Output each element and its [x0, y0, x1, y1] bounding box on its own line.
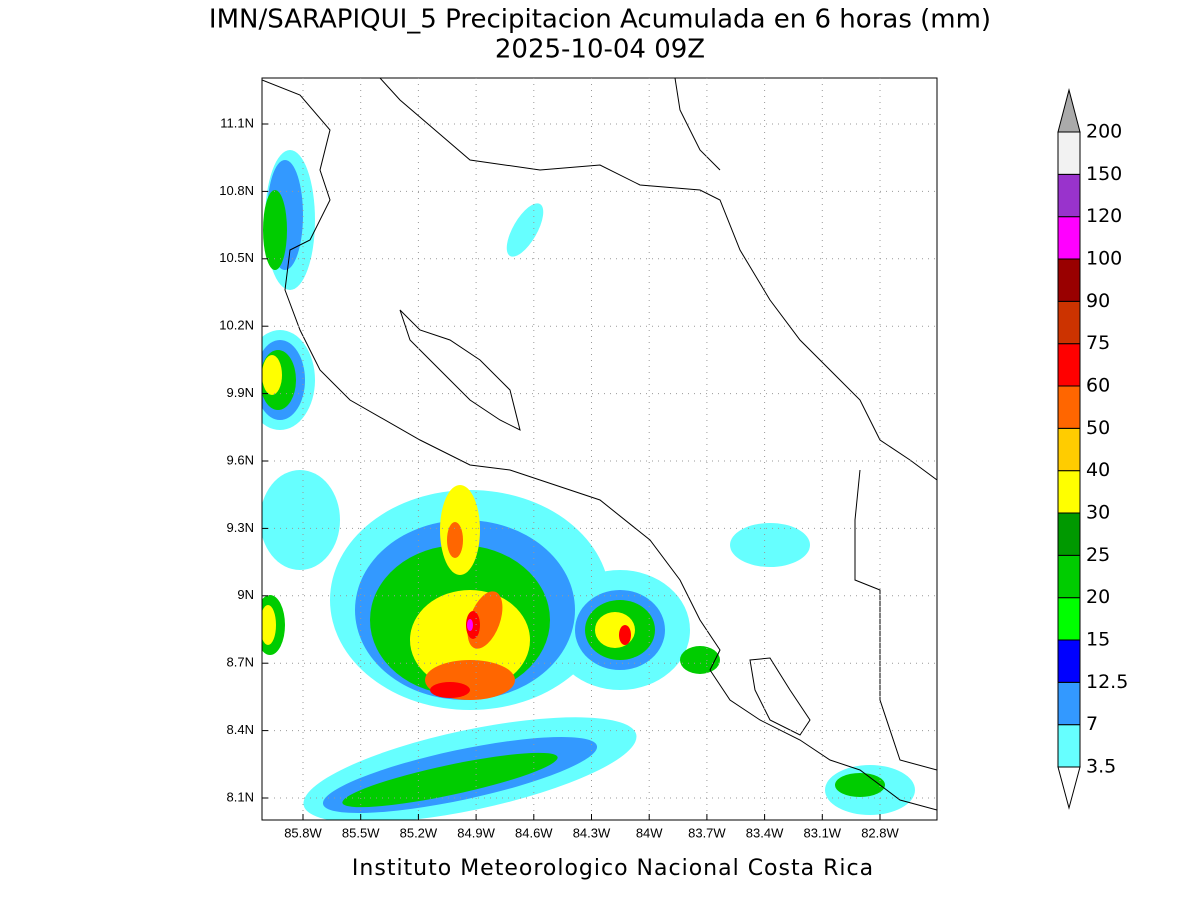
- lat-label: 10.2N: [219, 318, 254, 333]
- lat-label: 8.1N: [227, 789, 254, 804]
- colorbar-segment: [1057, 258, 1081, 302]
- colorbar-label: 100: [1086, 248, 1122, 270]
- lat-label: 9.3N: [227, 520, 254, 535]
- lat-label: 8.7N: [227, 655, 254, 670]
- colorbar-segment: [1057, 216, 1081, 260]
- lon-label: 84.9W: [457, 825, 495, 840]
- colorbar-label: 30: [1086, 502, 1110, 524]
- lon-label: 83.4W: [746, 825, 784, 840]
- colorbar-segment: [1057, 597, 1081, 641]
- lon-label: 82.8W: [861, 825, 899, 840]
- colorbar-label: 15: [1086, 629, 1110, 651]
- colorbar-label: 20: [1086, 586, 1110, 608]
- colorbar-segment: [1057, 681, 1081, 726]
- subtitle: 2025-10-04 09Z: [495, 35, 705, 65]
- colorbar-label: 120: [1086, 205, 1122, 227]
- colorbar-segment: [1057, 385, 1081, 429]
- lat-label: 8.4N: [227, 722, 254, 737]
- colorbar-label: 3.5: [1086, 756, 1116, 778]
- colorbar-label: 150: [1086, 163, 1122, 185]
- colorbar-segment: [1057, 300, 1081, 345]
- map-frame: [261, 77, 938, 821]
- lon-label: 84.3W: [573, 825, 611, 840]
- colorbar-segment: [1057, 724, 1081, 768]
- colorbar-segment: [1057, 343, 1081, 387]
- lon-label: 83.1W: [804, 825, 842, 840]
- lat-label: 9.9N: [227, 385, 254, 400]
- credit: Instituto Meteorologico Nacional Costa R…: [352, 856, 874, 881]
- lon-label: 83.7W: [688, 825, 726, 840]
- colorbar-label: 200: [1086, 121, 1122, 143]
- colorbar-below: [1057, 766, 1081, 810]
- lat-label: 11.1N: [220, 115, 254, 130]
- lat-label: 9N: [237, 587, 254, 602]
- lon-label: 84.6W: [515, 825, 553, 840]
- colorbar-label: 75: [1086, 332, 1110, 354]
- lon-label: 85.2W: [400, 825, 438, 840]
- colorbar-segment: [1057, 131, 1081, 175]
- lat-label: 10.8N: [219, 183, 254, 198]
- colorbar-label: 90: [1086, 290, 1110, 312]
- colorbar-label: 25: [1086, 544, 1110, 566]
- colorbar-segment: [1057, 173, 1081, 218]
- colorbar-segment: [1057, 427, 1081, 472]
- colorbar-label: 50: [1086, 417, 1110, 439]
- lon-label: 85.5W: [342, 825, 380, 840]
- lon-label: 84W: [636, 825, 663, 840]
- colorbar-label: 12.5: [1086, 671, 1128, 693]
- precip-field: [262, 150, 915, 820]
- colorbar-label: 60: [1086, 375, 1110, 397]
- lat-label: 9.6N: [227, 452, 254, 467]
- lon-label: 85.8W: [284, 825, 322, 840]
- title: IMN/SARAPIQUI_5 Precipitacion Acumulada …: [209, 5, 991, 35]
- colorbar-segment: [1057, 512, 1081, 556]
- colorbar-label: 40: [1086, 459, 1110, 481]
- colorbar-segment: [1057, 639, 1081, 683]
- colorbar-label: 7: [1086, 713, 1098, 735]
- coastline: [262, 78, 937, 811]
- colorbar-above: [1057, 88, 1081, 133]
- colorbar-segment: [1057, 470, 1081, 514]
- colorbar-segment: [1057, 554, 1081, 599]
- lat-label: 10.5N: [219, 250, 254, 265]
